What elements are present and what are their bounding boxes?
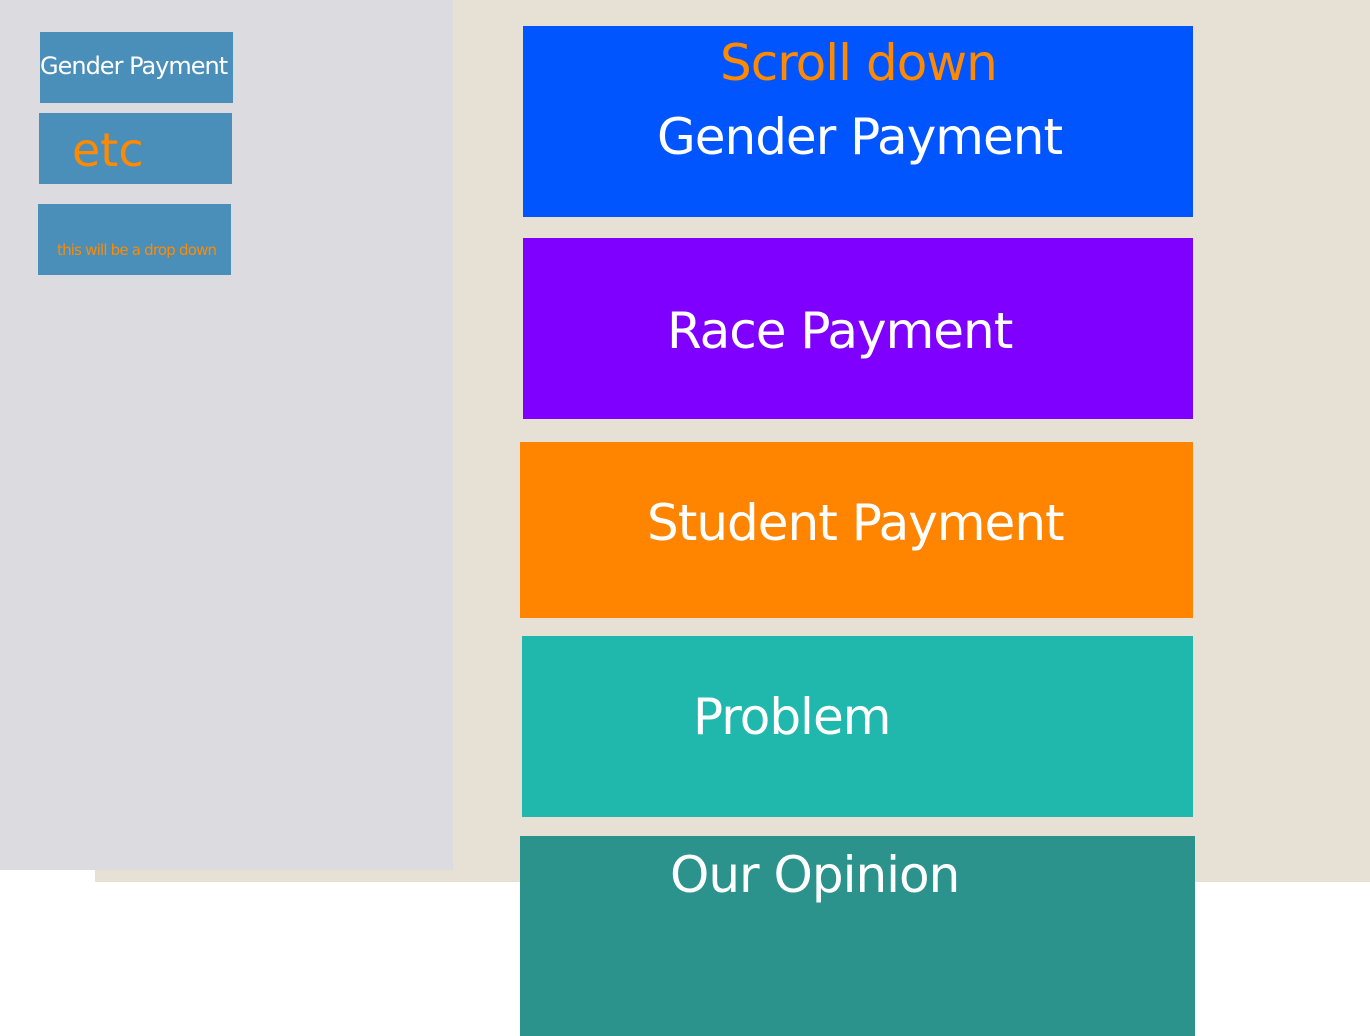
sidebar-item-gender-payment[interactable]: Gender Payment bbox=[40, 32, 233, 103]
sidebar: Gender Payment etc this will be a drop d… bbox=[0, 0, 453, 870]
card-title: Problem bbox=[693, 688, 891, 746]
card-student-payment[interactable]: Student Payment bbox=[520, 442, 1193, 618]
card-title: Race Payment bbox=[667, 302, 1013, 360]
card-our-opinion[interactable]: Our Opinion bbox=[520, 836, 1195, 1036]
card-title: Our Opinion bbox=[670, 846, 960, 904]
sidebar-item-label: Gender Payment bbox=[40, 52, 228, 80]
scroll-down-hint: Scroll down bbox=[720, 34, 998, 92]
sidebar-item-dropdown[interactable]: this will be a drop down bbox=[38, 204, 231, 275]
sidebar-item-etc[interactable]: etc bbox=[39, 113, 232, 184]
sidebar-item-label: this will be a drop down bbox=[57, 241, 217, 259]
sidebar-item-label: etc bbox=[72, 123, 144, 177]
card-problem[interactable]: Problem bbox=[522, 636, 1193, 817]
card-race-payment[interactable]: Race Payment bbox=[523, 238, 1193, 419]
card-title: Student Payment bbox=[647, 494, 1065, 552]
card-gender-payment[interactable]: Scroll down Gender Payment bbox=[523, 26, 1193, 217]
card-title: Gender Payment bbox=[657, 108, 1063, 166]
